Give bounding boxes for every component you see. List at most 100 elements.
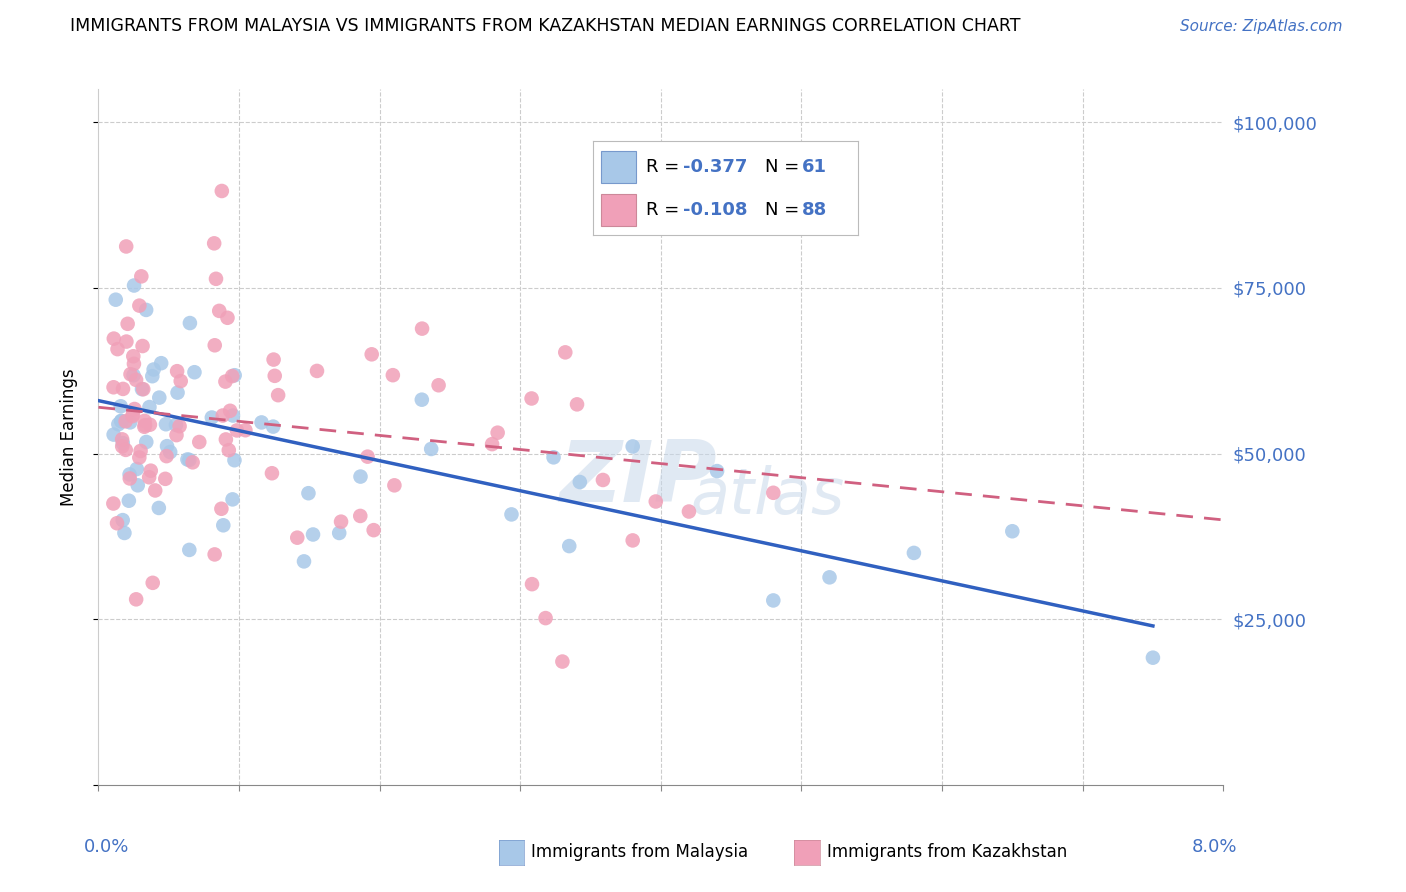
Point [110,399,132,413]
Point [125,592,148,607]
Point [411,392,433,407]
Point [558,539,581,553]
Point [114,414,136,428]
Point [411,321,433,335]
Point [202,236,225,251]
Point [142,362,165,376]
Point [263,352,285,367]
Point [360,347,382,361]
Point [212,518,235,533]
Y-axis label: Median Earnings: Median Earnings [59,368,77,506]
Point [188,435,211,450]
Point [328,526,350,541]
Point [121,409,143,424]
Point [219,404,242,418]
Point [156,439,179,453]
Point [209,501,232,516]
Point [644,494,666,508]
Text: R =: R = [647,158,685,176]
Point [260,467,283,481]
Point [1142,650,1164,665]
Point [285,531,308,545]
Point [215,433,238,447]
Point [224,453,246,467]
Point [111,433,134,447]
Point [122,357,145,371]
Point [201,410,224,425]
Point [139,464,162,478]
Point [534,611,557,625]
Point [105,516,128,531]
Point [132,382,155,396]
Point [381,368,404,383]
Point [155,472,177,486]
Point [218,443,240,458]
Point [262,419,284,434]
Point [706,464,728,478]
Point [131,339,153,353]
Point [204,338,226,352]
Point [356,450,378,464]
Point [111,513,134,527]
Point [762,485,785,500]
Text: R =: R = [647,201,685,219]
Point [183,365,205,379]
Point [420,442,443,456]
Text: 61: 61 [803,158,827,176]
Point [110,414,132,428]
Point [148,391,170,405]
Point [142,575,165,590]
Point [150,356,173,370]
Point [221,369,243,384]
Point [208,304,231,318]
Point [103,427,125,442]
Text: -0.108: -0.108 [683,201,748,219]
Point [427,378,450,392]
Point [205,272,228,286]
Point [111,439,134,453]
Point [134,418,156,433]
Point [125,462,148,476]
Point [330,515,353,529]
Point [107,342,129,356]
Point [155,449,177,463]
Point [131,382,153,396]
Point [592,473,614,487]
Point [225,424,247,438]
Point [204,548,226,562]
Point [235,423,257,437]
Point [621,440,644,454]
Point [176,452,198,467]
Point [128,450,150,465]
Point [143,483,166,498]
Text: Immigrants from Malaysia: Immigrants from Malaysia [531,843,748,861]
Point [166,364,188,378]
Point [159,445,181,459]
Point [118,467,141,482]
Point [903,546,925,560]
Point [169,419,191,434]
Point [520,392,543,406]
Point [211,184,233,198]
Point [520,577,543,591]
Point [128,299,150,313]
Point [179,316,201,330]
Point [621,533,644,548]
Point [104,293,127,307]
Point [120,416,142,430]
Point [125,373,148,387]
Text: Source: ZipAtlas.com: Source: ZipAtlas.com [1180,20,1343,34]
Point [211,409,233,423]
Point [103,380,125,394]
Point [134,414,156,428]
Point [302,527,325,541]
Point [565,397,588,411]
Text: atlas: atlas [690,466,845,527]
Point [349,508,371,523]
Point [214,375,236,389]
Point [762,593,785,607]
Point [363,523,385,537]
Point [120,368,142,382]
Point [111,382,134,396]
Point [181,455,204,469]
